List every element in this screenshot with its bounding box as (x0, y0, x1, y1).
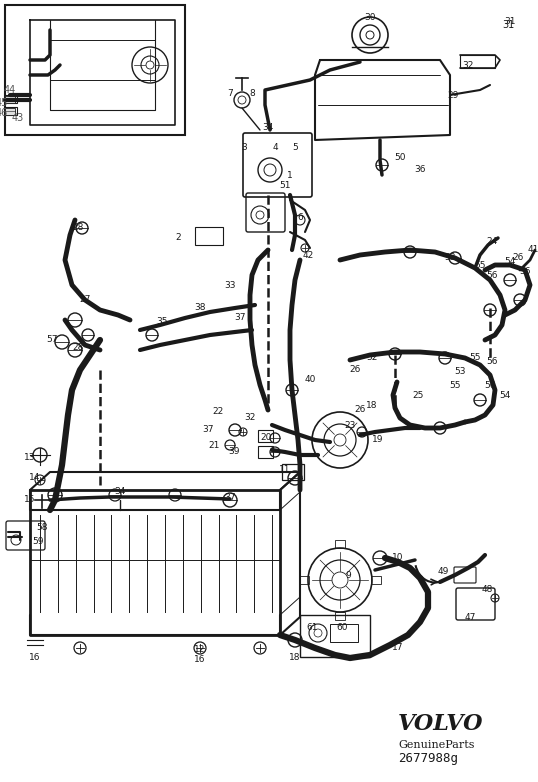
Text: GenuineParts: GenuineParts (398, 740, 475, 750)
Text: 32: 32 (244, 414, 256, 422)
Bar (300, 615, 370, 657)
Text: 32: 32 (462, 60, 473, 70)
Text: 26: 26 (349, 365, 360, 375)
Text: 29: 29 (447, 91, 459, 99)
Text: 46: 46 (0, 108, 8, 118)
Bar (5, 108, 15, 115)
Text: 35: 35 (156, 317, 168, 327)
Bar (258, 446, 273, 458)
Text: 33: 33 (224, 281, 236, 289)
Bar (460, 55, 495, 68)
Text: 18: 18 (289, 654, 301, 662)
Text: 11: 11 (279, 465, 291, 475)
Text: 6: 6 (297, 213, 303, 223)
Text: 19: 19 (372, 436, 384, 444)
Text: 25: 25 (412, 390, 424, 400)
Text: 34: 34 (114, 487, 126, 497)
Text: 53: 53 (454, 368, 466, 376)
Text: 31: 31 (502, 20, 514, 30)
Text: 56: 56 (486, 271, 498, 279)
Text: 56: 56 (486, 357, 498, 367)
Text: 18: 18 (366, 400, 378, 410)
Bar (5, 96, 15, 103)
Text: 27: 27 (79, 296, 91, 304)
Text: 14: 14 (29, 473, 41, 482)
Bar (299, 576, 309, 584)
Text: 17: 17 (392, 644, 404, 652)
Text: 56: 56 (484, 381, 495, 389)
Bar (335, 612, 345, 620)
Bar (5, 107, 17, 115)
Text: 8: 8 (249, 88, 255, 98)
Text: 50: 50 (394, 153, 406, 163)
Text: 49: 49 (437, 568, 449, 576)
Text: 60: 60 (336, 623, 348, 633)
Text: 37: 37 (224, 493, 236, 503)
Text: 7: 7 (227, 88, 233, 98)
Text: 9: 9 (345, 571, 351, 579)
Text: 28: 28 (72, 224, 84, 232)
Text: 15: 15 (24, 496, 36, 504)
Text: 22: 22 (213, 407, 224, 417)
Text: 52: 52 (366, 353, 378, 363)
Text: 31: 31 (504, 17, 516, 27)
Text: 59: 59 (32, 537, 44, 547)
Bar (5, 95, 17, 103)
Text: 55: 55 (449, 381, 461, 389)
Text: 51: 51 (279, 181, 291, 189)
Text: 16: 16 (194, 655, 206, 665)
Text: 34: 34 (263, 124, 274, 132)
Text: 38: 38 (194, 303, 206, 313)
Text: 26: 26 (512, 253, 523, 263)
Text: 39: 39 (228, 447, 240, 457)
Bar (5, 5, 185, 135)
Text: 37: 37 (202, 425, 214, 435)
Text: 40: 40 (305, 375, 316, 385)
Text: 43: 43 (12, 113, 24, 123)
Text: 57: 57 (46, 335, 58, 345)
Text: 24: 24 (486, 238, 498, 246)
Bar (330, 624, 358, 642)
Text: 28: 28 (72, 343, 84, 353)
Text: 30: 30 (364, 13, 376, 23)
Text: 42: 42 (302, 250, 314, 260)
Text: 3: 3 (241, 144, 247, 152)
Text: 48: 48 (482, 586, 493, 594)
Bar (335, 540, 345, 548)
Text: 56: 56 (519, 267, 531, 277)
Text: 54: 54 (499, 390, 511, 400)
Bar (282, 464, 304, 480)
Text: 4: 4 (272, 144, 278, 152)
Text: 23: 23 (344, 421, 356, 429)
Text: 21: 21 (208, 440, 220, 450)
Text: 1: 1 (287, 170, 293, 180)
Text: 16: 16 (29, 654, 41, 662)
Text: 54: 54 (504, 257, 516, 267)
Text: 53: 53 (444, 253, 456, 263)
Text: 20: 20 (260, 433, 272, 443)
Text: 44: 44 (4, 85, 16, 95)
Text: 55: 55 (469, 353, 481, 363)
Bar (195, 227, 223, 245)
Text: 45: 45 (0, 98, 8, 108)
Text: 5: 5 (292, 144, 298, 152)
Text: 26: 26 (355, 406, 366, 414)
Text: 47: 47 (464, 614, 476, 622)
Bar (258, 430, 273, 442)
Text: 41: 41 (527, 246, 538, 254)
Text: VOLVO: VOLVO (398, 713, 484, 735)
Text: 61: 61 (306, 623, 318, 633)
Text: 2677988g: 2677988g (398, 752, 458, 765)
Text: 58: 58 (36, 523, 48, 533)
Text: 36: 36 (414, 166, 426, 174)
Text: 55: 55 (475, 260, 486, 270)
Text: 37: 37 (234, 314, 246, 322)
Text: 2: 2 (175, 234, 181, 242)
Bar (371, 576, 381, 584)
Text: 13: 13 (24, 454, 36, 462)
Text: 10: 10 (392, 554, 404, 562)
Text: 12: 12 (194, 645, 206, 655)
